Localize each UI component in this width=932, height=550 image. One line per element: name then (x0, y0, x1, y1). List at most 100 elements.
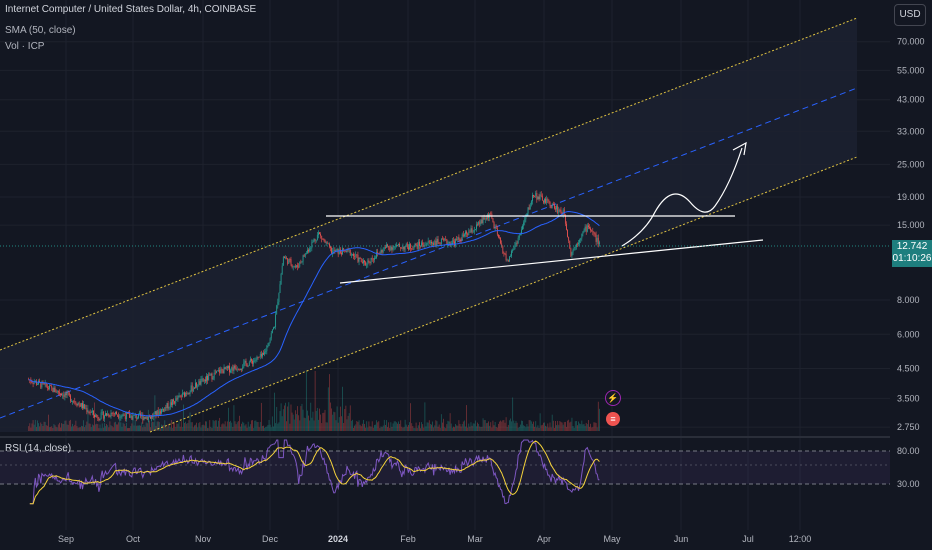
volume-bar (386, 420, 387, 431)
candle-body (191, 385, 193, 392)
volume-bar (77, 427, 79, 431)
candle-body (94, 414, 95, 418)
symbol-title[interactable]: Internet Computer / United States Dollar… (5, 4, 257, 15)
volume-bar (35, 426, 37, 431)
candle-body (96, 415, 98, 417)
volume-legend[interactable]: Vol · ICP (5, 41, 45, 52)
channel-midline[interactable] (0, 87, 858, 419)
time-axis[interactable]: Sep Oct Nov Dec 2024 Feb Mar Apr May Jun Jul 12:00 (58, 534, 811, 544)
volume-bar (483, 420, 485, 431)
volume-bar (284, 405, 285, 431)
volume-bar (53, 424, 55, 431)
candle-body (589, 227, 590, 229)
channel-lower-line[interactable] (149, 156, 858, 433)
candle-body (483, 217, 485, 220)
candle-body (566, 223, 567, 230)
volume-bar (537, 425, 539, 431)
volume-bar (301, 403, 303, 431)
support-line[interactable] (339, 239, 764, 284)
candle-body (384, 247, 386, 248)
volume-bar (265, 427, 267, 431)
time-tick-label: Oct (126, 534, 141, 544)
volume-bar (253, 428, 255, 431)
volume-bar (562, 424, 564, 431)
candle-body (569, 240, 571, 249)
candle-body (244, 360, 246, 363)
candle-body (413, 246, 415, 250)
candle-body (304, 253, 306, 257)
candle-body (183, 392, 184, 394)
volume-bar (342, 386, 343, 431)
volume-bar (157, 421, 159, 431)
sma-legend[interactable]: SMA (50, close) (5, 25, 76, 36)
candle-body (99, 418, 101, 420)
candle-body (308, 249, 309, 252)
lightning-icon[interactable]: ⚡ (605, 390, 621, 406)
candle-body (511, 251, 512, 257)
volume-bar (393, 421, 395, 431)
candle-body (285, 257, 286, 259)
candle-body (133, 415, 135, 416)
volume-bar (359, 424, 361, 431)
candle-body (249, 358, 251, 363)
candle-body (567, 229, 568, 237)
time-tick-label: 12:00 (789, 534, 812, 544)
volume-bar (586, 424, 588, 431)
rsi-legend[interactable]: RSI (14, close) (5, 443, 72, 454)
candle-body (456, 239, 458, 240)
candle-body (341, 252, 342, 255)
candle-body (143, 417, 145, 421)
volume-bar (141, 422, 143, 431)
candle-body (354, 255, 356, 257)
volume-bar (273, 426, 274, 431)
volume-bar (534, 426, 536, 431)
candle-body (95, 415, 97, 418)
volume-bar (246, 427, 248, 431)
candle-body (97, 416, 99, 419)
candle-body (535, 193, 537, 197)
candle-body (324, 240, 326, 243)
volume-bar (80, 425, 82, 431)
candle-body (476, 224, 477, 230)
volume-bar (399, 423, 401, 431)
price-axis[interactable]: 70.000 55.000 43.000 33.000 25.000 19.000 15.0… (897, 37, 925, 432)
volume-bar (223, 424, 225, 431)
candle-body (508, 256, 510, 262)
candle-body (298, 266, 300, 268)
candle-body (530, 201, 532, 205)
candle-body (245, 360, 247, 364)
candle-body (118, 415, 120, 418)
volume-bar (209, 420, 211, 431)
candle-body (127, 412, 128, 414)
candle-body (376, 252, 377, 258)
volume-bar (40, 422, 42, 431)
volume-bar (434, 425, 436, 431)
volume-bar (356, 421, 358, 431)
candle-body (373, 257, 375, 260)
volume-bar (422, 424, 424, 431)
candle-body (33, 382, 35, 384)
candle-body (83, 404, 84, 409)
channel-upper-line[interactable] (0, 17, 858, 351)
volume-bar (571, 417, 573, 431)
candle-body (105, 413, 106, 416)
candle-body (460, 240, 462, 242)
candle-body (211, 373, 213, 380)
candle-body (64, 393, 66, 397)
volume-bar (203, 425, 205, 431)
volume-bar (530, 421, 532, 431)
candle-body (102, 411, 104, 419)
flag-icon[interactable]: ≡ (606, 412, 620, 426)
price-axis-panel[interactable] (890, 0, 932, 550)
candle-body (439, 244, 441, 245)
projection-arrow[interactable] (621, 147, 743, 247)
volume-bar (118, 422, 120, 431)
candle-body (311, 242, 313, 249)
volume-bar (468, 423, 470, 431)
volume-bar (498, 423, 499, 431)
candle-body (383, 247, 385, 249)
candle-body (62, 394, 64, 396)
currency-button[interactable]: USD (894, 4, 926, 26)
candle-body (474, 229, 476, 230)
